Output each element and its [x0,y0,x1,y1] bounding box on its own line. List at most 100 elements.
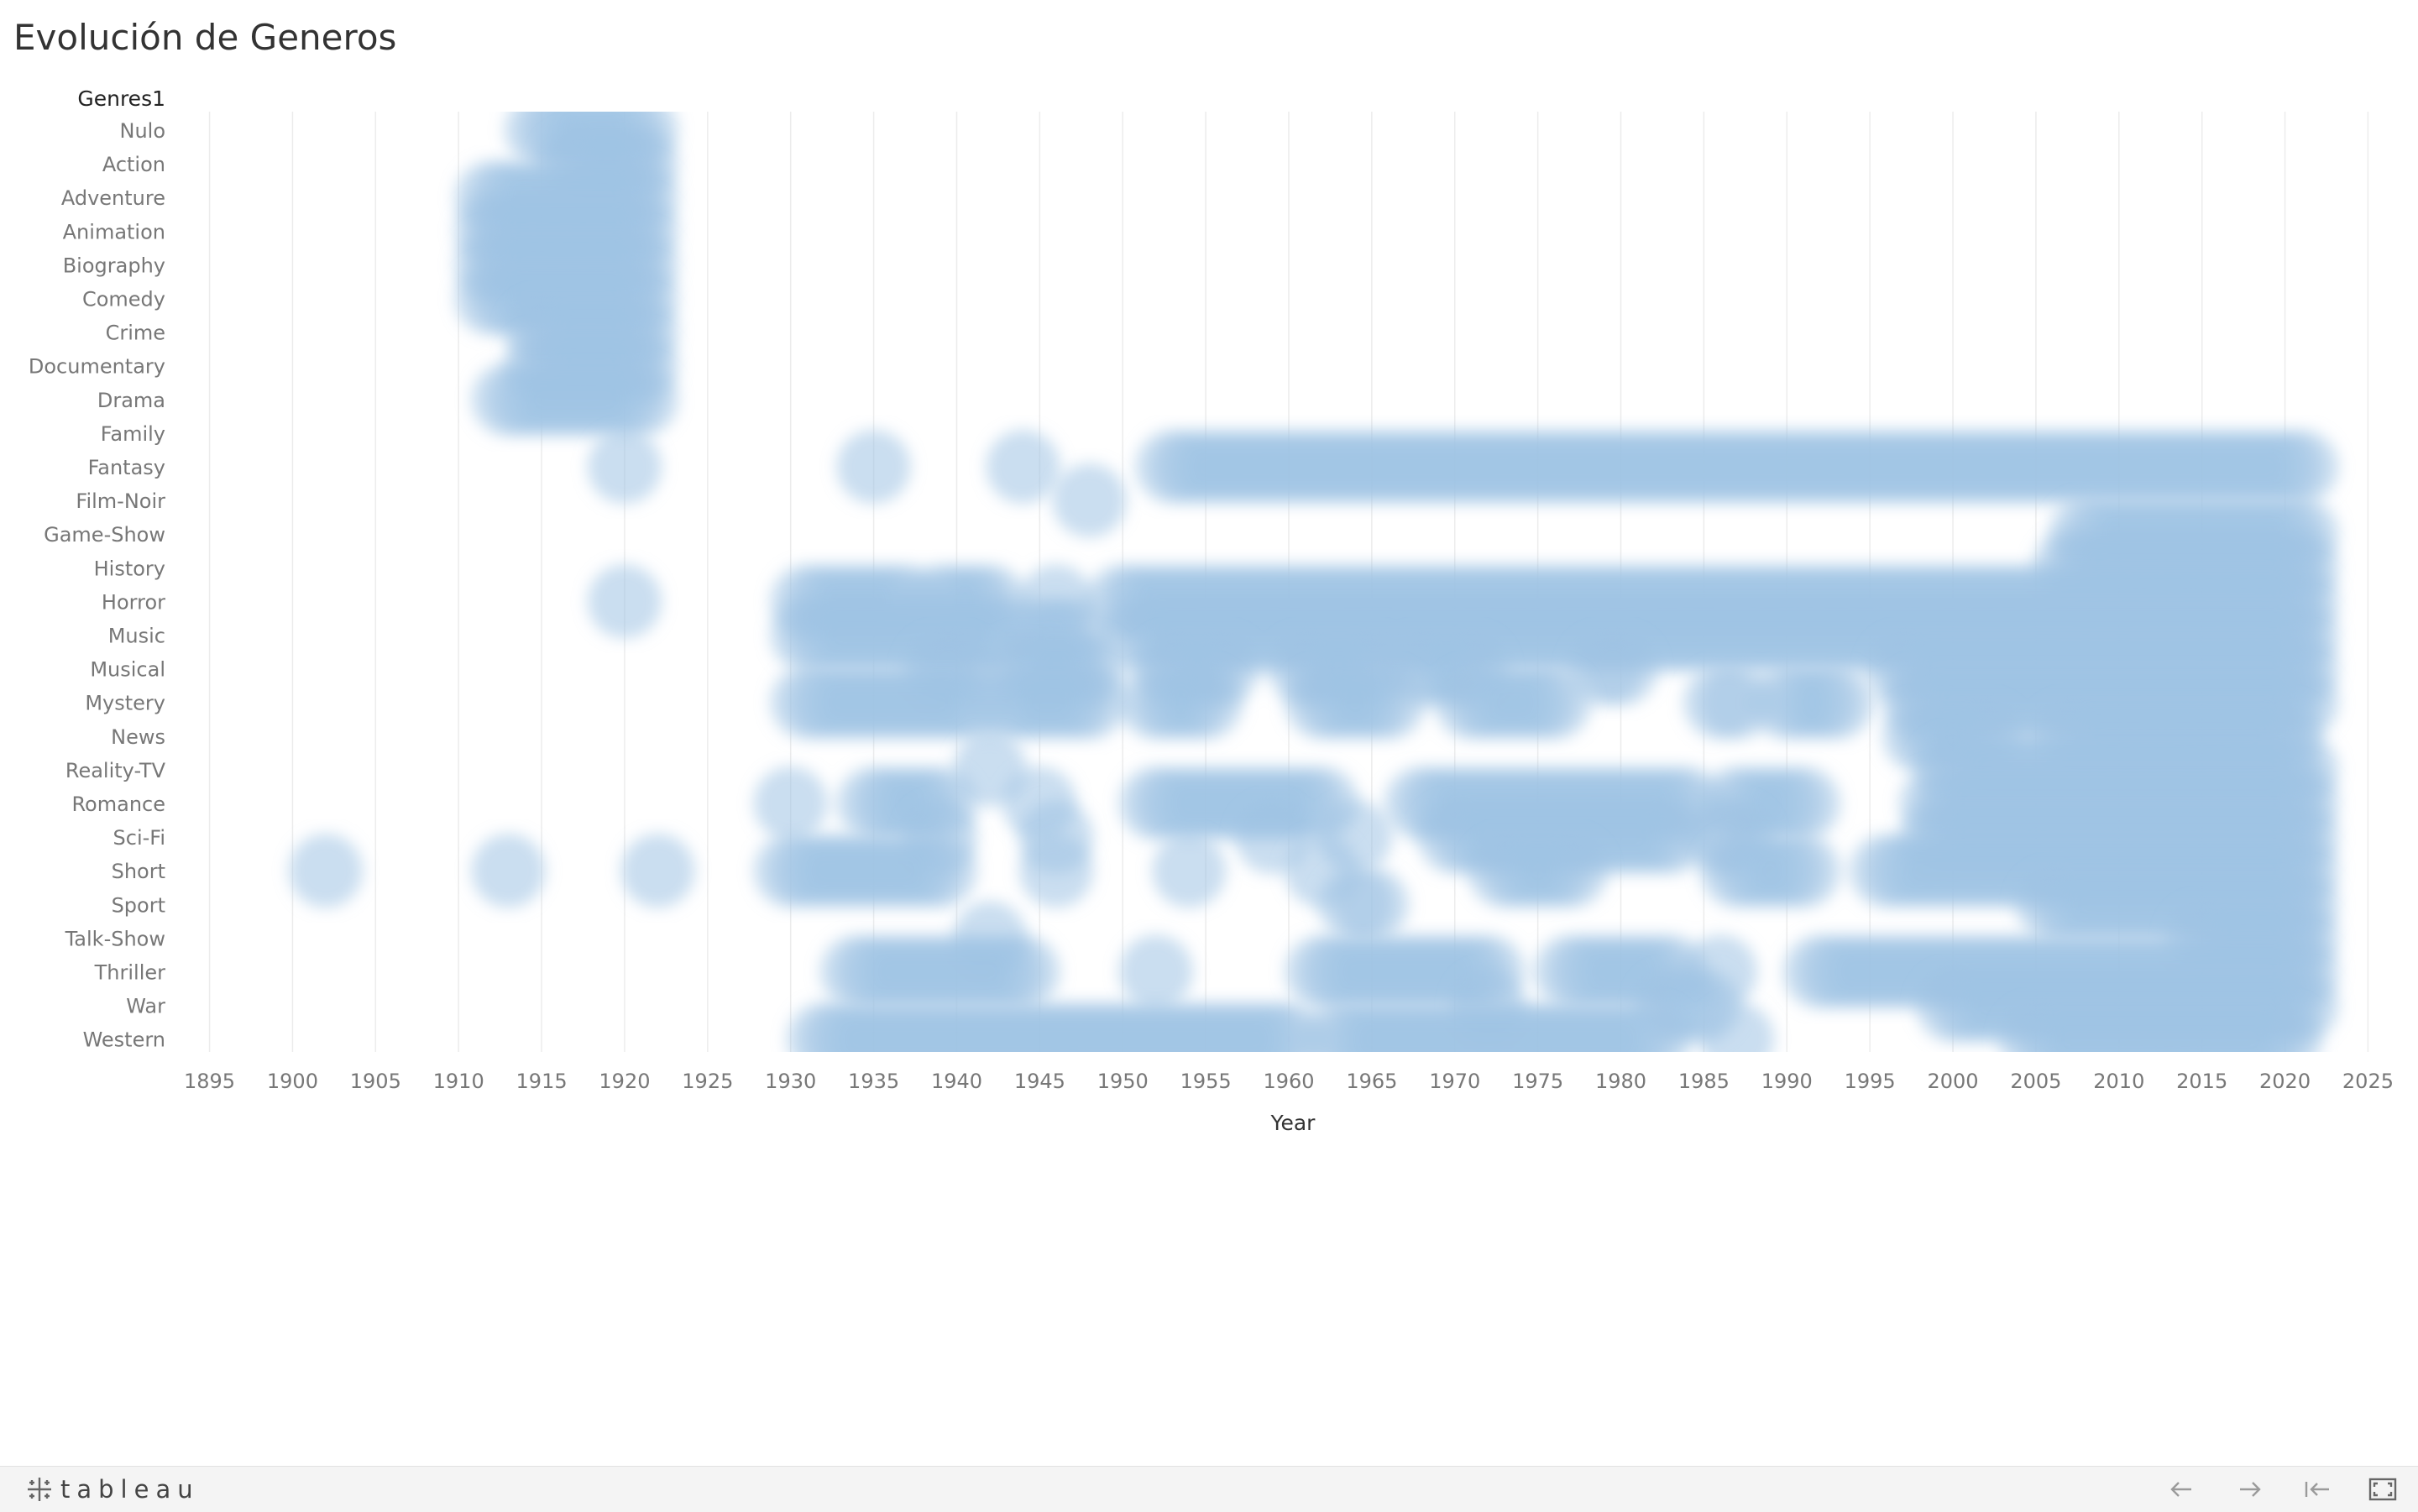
x-tick-labels: 1895 1900 1905 1910 1915 1920 1925 1930 1935 1940… [184,1070,2394,1093]
data-point [1019,834,1094,908]
series-fantasy-marks [587,430,2339,504]
data-point [1118,934,1193,1009]
series-film-noir-marks [1052,463,1127,538]
data-point [1351,665,1426,740]
row-header-genres: Genres1 [77,86,165,111]
x-tick-label: 1985 [1678,1070,1730,1093]
category-label: Animation [63,220,165,243]
category-label: Film-Noir [76,489,165,513]
x-tick-label: 1965 [1346,1070,1397,1093]
data-point [1052,463,1127,538]
category-label: Talk-Show [65,927,165,950]
data-point [1052,665,1127,740]
x-tick-label: 1915 [516,1070,568,1093]
data-point [620,834,695,908]
data-point [986,934,1060,1009]
x-tick-label: 1980 [1595,1070,1646,1093]
undo-icon [2170,1482,2191,1497]
category-label: Documentary [29,355,165,379]
revert-icon [2305,1482,2329,1497]
data-point [986,430,1060,504]
category-label: Fantasy [88,456,165,479]
x-tick-label: 1900 [267,1070,318,1093]
data-point [587,564,662,639]
x-tick-label: 1920 [599,1070,650,1093]
category-label: Family [101,422,165,446]
x-tick-label: 1995 [1845,1070,1896,1093]
category-label: Music [108,625,165,648]
x-tick-label: 1950 [1097,1070,1149,1093]
data-point [587,430,662,504]
category-label: Adventure [61,186,165,210]
chart-title: Evolución de Generos [13,17,397,58]
x-tick-label: 1935 [848,1070,899,1093]
category-label: Comedy [82,288,165,311]
data-point [1699,1002,1774,1052]
data-point [2264,430,2339,504]
x-tick-label: 1945 [1014,1070,1065,1093]
chart-area: Nulo Action Adventure Animation Biography Com… [29,86,2394,1135]
data-point [1583,631,1658,706]
series-mystery-marks [770,665,2339,740]
category-label: Romance [71,793,165,816]
data-point [1799,665,1874,740]
category-label: Western [83,1028,165,1052]
x-tick-label: 1895 [184,1070,235,1093]
x-tick-label: 1910 [433,1070,484,1093]
category-label: Sci-Fi [113,826,165,850]
x-tick-label: 2005 [2010,1070,2061,1093]
data-point [836,430,911,504]
data-point [1169,665,1243,740]
fullscreen-button[interactable] [2366,1475,2400,1504]
category-label: Drama [97,389,165,412]
redo-icon [2240,1482,2261,1497]
category-label: Short [112,860,165,883]
category-labels: Nulo Action Adventure Animation Biography Com… [29,119,166,1052]
data-point [288,834,363,908]
series-western-marks [787,1002,2322,1052]
tableau-logo-icon [28,1478,51,1501]
x-tick-label: 1955 [1180,1070,1232,1093]
category-label: News [111,725,165,749]
x-tick-label: 1905 [350,1070,401,1093]
data-point [1517,665,1592,740]
category-label: War [126,995,165,1018]
category-label: Game-Show [44,523,165,547]
category-label: Musical [90,658,165,682]
category-label: Sport [112,893,165,917]
data-point [1152,834,1227,908]
revert-button[interactable] [2300,1475,2334,1504]
x-tick-label: 1925 [682,1070,733,1093]
x-axis-label: Year [1270,1111,1316,1135]
data-point [753,766,828,840]
fullscreen-icon [2368,1478,2397,1501]
category-label: Crime [106,322,165,345]
data-point [604,362,678,437]
x-tick-label: 2010 [2093,1070,2144,1093]
x-tick-label: 1970 [1429,1070,1480,1093]
category-label: Reality-TV [65,759,166,782]
data-point [2248,1002,2322,1052]
tableau-wordmark: tableau [60,1475,200,1504]
data-point [1334,867,1409,942]
data-marks [288,112,2339,1052]
data-point [471,834,546,908]
data-point [1617,1002,1692,1052]
category-label: Thriller [94,961,166,985]
x-tick-label: 2000 [1928,1070,1979,1093]
category-label: Biography [63,254,165,277]
x-tick-label: 1960 [1263,1070,1314,1093]
data-point [1534,834,1609,908]
x-tick-label: 2025 [2342,1070,2394,1093]
data-point [1766,766,1841,840]
x-tick-label: 1990 [1761,1070,1813,1093]
x-tick-label: 1930 [765,1070,816,1093]
category-label: Nulo [119,119,165,143]
category-label: History [94,557,165,580]
x-tick-label: 2015 [2176,1070,2227,1093]
tableau-brand[interactable]: tableau [25,1475,200,1504]
redo-button[interactable] [2233,1475,2267,1504]
undo-button[interactable] [2164,1475,2198,1504]
data-point [903,834,977,908]
tableau-toolbar: tableau [0,1466,2418,1512]
